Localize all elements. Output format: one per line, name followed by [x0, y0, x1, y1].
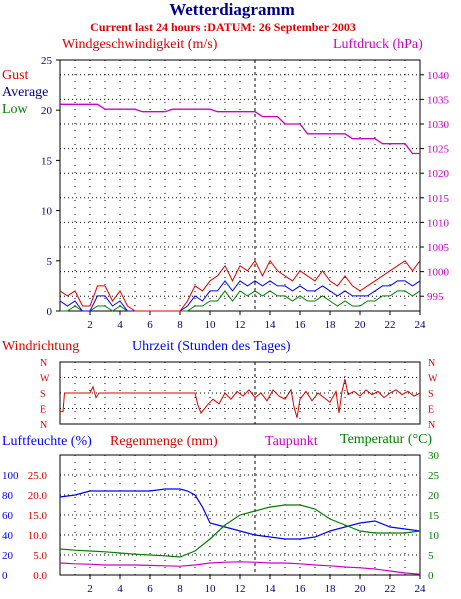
direction-y-tick-label-right: N	[428, 420, 435, 431]
pressure-y-tick-label: 1010	[427, 217, 450, 229]
direction-y-tick-label-right: S	[428, 389, 434, 400]
humidity-y-tick-label: 40	[2, 530, 14, 542]
humidity-y-tick-label: 20	[2, 550, 14, 562]
dewpoint-line	[59, 561, 421, 575]
direction-y-tick-label-right: N	[428, 358, 435, 369]
climate-x-tick-label: 14	[265, 583, 277, 595]
humidity-line	[59, 488, 421, 540]
pressure-title: Luftdruck (hPa)	[333, 37, 423, 52]
wind-x-tick-label: 14	[265, 319, 277, 331]
pressure-y-tick-label: 995	[427, 291, 444, 303]
wind-y-tick-label: 20	[41, 105, 53, 117]
direction-y-tick-label-left: W	[40, 374, 50, 385]
humidity-y-tick-label: 0	[2, 570, 8, 582]
wind-direction-plot: N NW WS SE EN N	[40, 358, 438, 431]
wind-x-tick-label: 10	[205, 319, 217, 331]
dewpoint-title: Taupunkt	[265, 434, 318, 449]
wind-y-tick-label: 25	[41, 55, 53, 67]
humidity-y-tick-label: 100	[2, 470, 19, 482]
temperature-y-tick-label: 0	[428, 570, 434, 582]
temperature-title: Temperatur (°C)	[340, 432, 432, 447]
wind-x-tick-label: 4	[117, 319, 123, 331]
wind-pressure-plot: 9951000100510101015102010251030103510400…	[41, 55, 450, 331]
direction-y-tick-label-left: S	[40, 389, 46, 400]
wind-direction-line	[60, 378, 421, 418]
temperature-y-tick-label: 5	[428, 550, 434, 562]
temperature-y-tick-label: 20	[428, 490, 440, 502]
page-title: Wetterdiagramm	[169, 0, 295, 19]
wind-x-tick-label: 22	[385, 319, 396, 331]
temperature-y-tick-label: 15	[428, 510, 440, 522]
direction-y-tick-label-left: E	[40, 405, 46, 416]
page-subtitle: Current last 24 hours :DATUM: 26 Septemb…	[90, 20, 356, 34]
climate-x-tick-label: 22	[385, 583, 396, 595]
wind-low-line	[60, 290, 421, 312]
wind-y-tick-label: 15	[41, 155, 53, 167]
direction-y-tick-label-left: N	[40, 358, 47, 369]
climate-x-tick-label: 24	[415, 583, 427, 595]
direction-y-tick-label-right: W	[428, 374, 438, 385]
wind-average-line	[59, 280, 421, 312]
wind-y-tick-label: 10	[41, 206, 53, 218]
temperature-y-tick-label: 25	[428, 470, 440, 482]
temperature-line	[59, 504, 421, 558]
wind-y-tick-label: 0	[47, 306, 53, 318]
wind-x-tick-label: 12	[235, 319, 246, 331]
climate-x-tick-label: 16	[295, 583, 307, 595]
rain-y-tick-label: 0.0	[33, 570, 47, 582]
wind-x-tick-label: 20	[355, 319, 367, 331]
temperature-y-tick-label: 30	[428, 450, 440, 462]
humidity-temperature-plot: 0 5 10 15 20 25 30 0.0 5.0 10.0 15.0 20.0 25.0 0 20 40 6…	[2, 450, 440, 595]
climate-x-tick-label: 4	[117, 583, 123, 595]
wind-speed-title: Windgeschwindigkeit (m/s)	[62, 37, 218, 52]
rain-y-tick-label: 25.0	[28, 470, 48, 482]
wind-direction-title: Windrichtung	[2, 339, 79, 354]
pressure-y-tick-label: 1000	[427, 267, 450, 279]
pressure-y-tick-label: 1030	[427, 119, 450, 131]
wind-gust-line	[59, 259, 421, 312]
time-axis-label: Uhrzeit (Stunden des Tages)	[132, 339, 291, 354]
rain-title: Regenmenge (mm)	[110, 434, 218, 449]
rain-y-tick-label: 15.0	[28, 510, 48, 522]
legend-average: Average	[2, 85, 48, 100]
climate-x-tick-label: 12	[235, 583, 246, 595]
wind-x-tick-label: 18	[325, 319, 337, 331]
wind-x-tick-label: 24	[415, 319, 427, 331]
direction-y-tick-label-left: N	[40, 420, 47, 431]
wind-x-tick-label: 16	[295, 319, 307, 331]
climate-x-tick-label: 18	[325, 583, 337, 595]
pressure-line	[60, 103, 420, 155]
pressure-y-tick-label: 1035	[427, 94, 450, 106]
rain-y-tick-label: 20.0	[28, 490, 48, 502]
pressure-y-tick-label: 1015	[427, 193, 450, 205]
pressure-y-tick-label: 1040	[427, 70, 450, 82]
wind-y-tick-label: 5	[47, 256, 53, 268]
pressure-y-tick-label: 1025	[427, 144, 450, 156]
climate-x-tick-label: 2	[87, 583, 93, 595]
climate-x-tick-label: 6	[147, 583, 153, 595]
wind-x-tick-label: 6	[147, 319, 153, 331]
temperature-y-tick-label: 10	[428, 530, 440, 542]
humidity-y-tick-label: 80	[2, 490, 14, 502]
wind-x-tick-label: 8	[177, 319, 183, 331]
wind-frame	[59, 59, 421, 312]
climate-x-tick-label: 10	[205, 583, 217, 595]
legend-gust: Gust	[2, 68, 29, 83]
wind-x-tick-label: 2	[87, 319, 93, 331]
climate-x-tick-label: 20	[355, 583, 367, 595]
direction-y-tick-label-right: E	[428, 405, 434, 416]
rain-y-tick-label: 10.0	[28, 530, 48, 542]
climate-x-tick-label: 8	[177, 583, 183, 595]
humidity-y-tick-label: 60	[2, 510, 14, 522]
pressure-y-tick-label: 1005	[427, 242, 450, 254]
pressure-y-tick-label: 1020	[427, 168, 450, 180]
rain-y-tick-label: 5.0	[33, 550, 47, 562]
humidity-title: Luftfeuchte (%)	[2, 434, 92, 449]
legend-low: Low	[2, 102, 29, 117]
